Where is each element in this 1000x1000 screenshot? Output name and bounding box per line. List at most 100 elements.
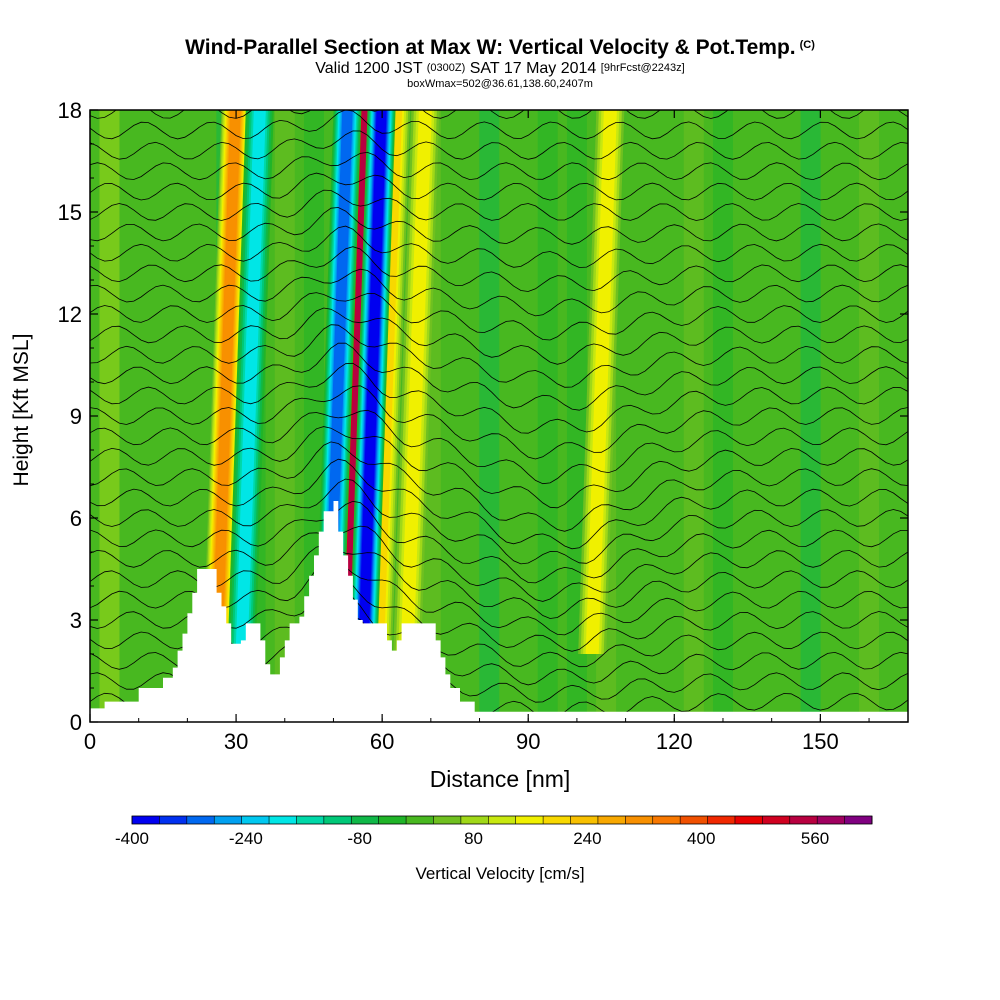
colorbar-swatch [515, 816, 544, 824]
theta-contour [90, 478, 908, 565]
colorbar-swatch [159, 816, 188, 824]
colorbar-swatch [323, 816, 352, 824]
theta-contour [90, 324, 908, 388]
theta-contour [90, 189, 908, 221]
field-column [712, 110, 733, 722]
y-axis-label: Height [Kft MSL] [10, 333, 33, 487]
theta-contour [90, 385, 908, 460]
colorbar-swatch [186, 816, 215, 824]
field-column [274, 110, 295, 722]
x-tick-label: 30 [224, 729, 248, 754]
colorbar-swatch [734, 816, 763, 824]
theta-contour [90, 409, 908, 485]
downdraft-band [235, 110, 266, 654]
colorbar-swatch [570, 816, 599, 824]
colorbar-swatch [625, 816, 654, 824]
colorbar-swatch [241, 816, 270, 824]
field-column [829, 110, 850, 722]
colorbar-swatch [652, 816, 681, 824]
colorbar-tick-label: -240 [229, 829, 263, 848]
valid-time: Valid 1200 JST (0300Z) SAT 17 May 2014 [… [0, 60, 1000, 78]
theta-contour [90, 441, 908, 532]
x-tick-label: 60 [370, 729, 394, 754]
valid-zulu: (0300Z) [426, 62, 466, 74]
theta-contour [90, 307, 908, 365]
theta-contour [90, 225, 908, 268]
colorbar-tick-label: 80 [464, 829, 483, 848]
x-tick-label: 120 [656, 729, 693, 754]
colorbar-swatch [132, 816, 160, 824]
theta-contour [90, 342, 908, 411]
colorbar-swatch [378, 816, 407, 824]
field-column [771, 110, 792, 722]
y-tick-label: 9 [70, 404, 82, 429]
colorbar-swatch [597, 816, 626, 824]
theta-contour [90, 458, 908, 550]
theta-contour [90, 151, 908, 181]
colorbar-swatch [543, 816, 572, 824]
valid-prefix: Valid 1200 JST [315, 60, 423, 77]
field-column [99, 110, 120, 722]
field-column [888, 110, 908, 722]
colorbar-tick-label: 560 [801, 829, 829, 848]
field-column [537, 110, 558, 722]
copyright-mark: (C) [799, 39, 815, 51]
field-column [742, 110, 763, 722]
theta-contour [90, 292, 908, 341]
theta-contour [90, 426, 908, 509]
colorbar-swatch [762, 816, 791, 824]
updraft-band [585, 110, 617, 654]
field-column [128, 110, 149, 722]
y-tick-label: 15 [58, 200, 82, 225]
theta-contour [90, 525, 908, 602]
theta-contour [90, 110, 908, 119]
y-tick-label: 6 [70, 506, 82, 531]
theta-contour [90, 500, 908, 584]
colorbar-swatch [680, 816, 709, 824]
colorbar-tick-label: 240 [573, 829, 601, 848]
title-text: Wind-Parallel Section at Max W: Vertical… [185, 36, 796, 59]
field-column [479, 110, 500, 722]
colorbar-swatch [296, 816, 325, 824]
colorbar-swatch [789, 816, 818, 824]
colorbar-swatch [214, 816, 243, 824]
x-axis-label: Distance [nm] [429, 766, 571, 792]
theta-contour [90, 559, 908, 636]
colorbar-label: Vertical Velocity [cm/s] [415, 864, 585, 883]
updraft-band [212, 110, 241, 654]
colorbar-swatch [488, 816, 517, 824]
colorbar-swatch [351, 816, 380, 824]
theta-contour [90, 172, 908, 201]
y-tick-label: 12 [58, 302, 82, 327]
y-tick-label: 0 [70, 710, 82, 735]
colorbar-swatch [269, 816, 297, 824]
x-tick-label: 90 [516, 729, 540, 754]
field-column [683, 110, 704, 722]
field-column [800, 110, 821, 722]
theta-contour [90, 110, 908, 140]
field-column [157, 110, 178, 722]
colorbar-tick-label: -80 [347, 829, 372, 848]
theta-contour [90, 545, 908, 619]
theta-contour [90, 362, 908, 434]
field-layer [90, 110, 908, 722]
x-tick-label: 0 [84, 729, 96, 754]
x-tick-label: 150 [802, 729, 839, 754]
colorbar-tick-label: 400 [687, 829, 715, 848]
colorbar-swatch [817, 816, 846, 824]
chart-title: Wind-Parallel Section at Max W: Vertical… [0, 36, 1000, 60]
colorbar-swatch [406, 816, 434, 824]
forecast-info: [9hrFcst@2243z] [600, 62, 685, 74]
box-info: boxWmax=502@36.61,138.60,2407m [407, 78, 593, 90]
y-tick-label: 3 [70, 608, 82, 633]
colorbar-tick-label: -400 [115, 829, 149, 848]
theta-contour [90, 207, 908, 245]
colorbar-swatch [433, 816, 462, 824]
theta-contour [90, 246, 908, 292]
field-column [859, 110, 880, 722]
y-tick-label: 18 [58, 98, 82, 123]
field-column [654, 110, 675, 722]
terrain [90, 501, 908, 722]
colorbar-swatch [460, 816, 489, 824]
